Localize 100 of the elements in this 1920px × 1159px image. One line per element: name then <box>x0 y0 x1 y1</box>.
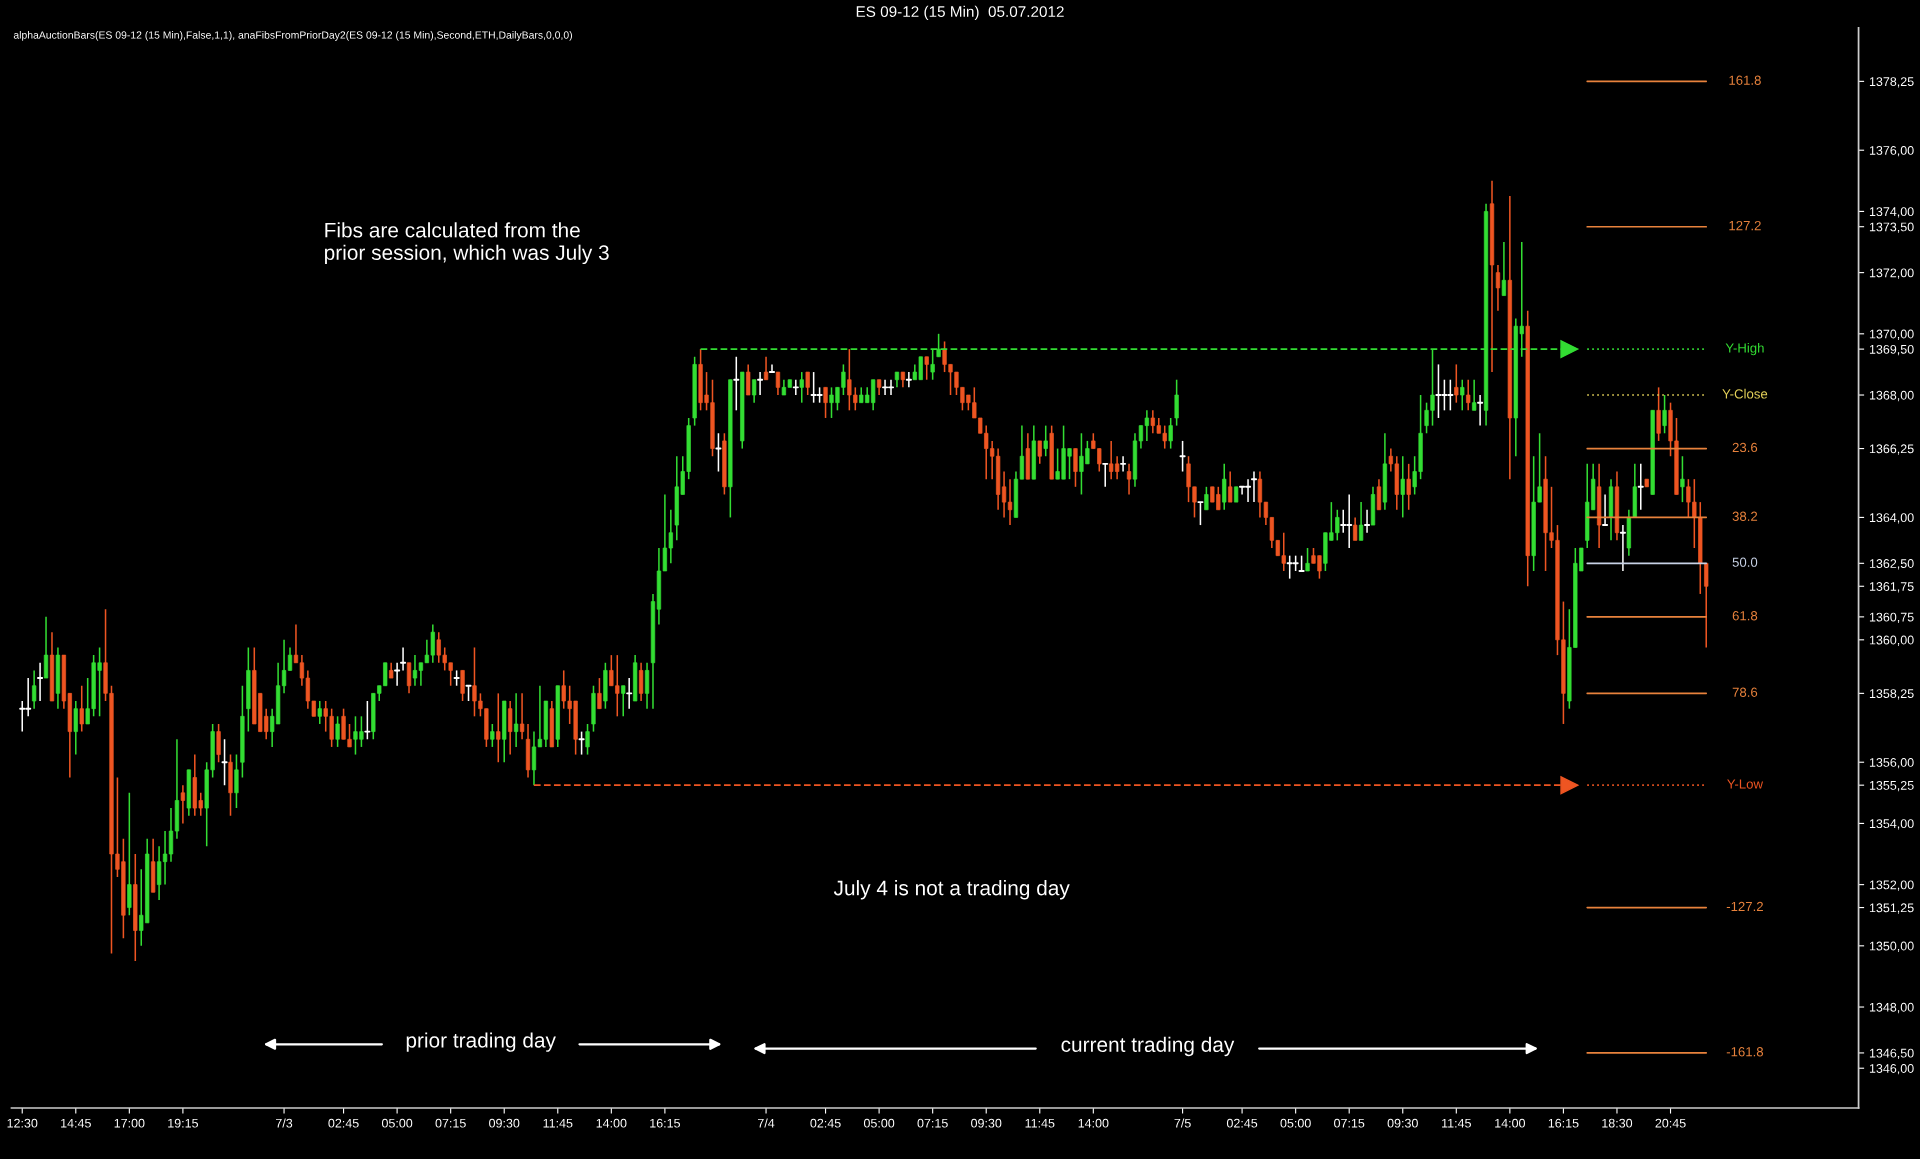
candlestick <box>823 386 828 419</box>
candlestick <box>1353 516 1358 542</box>
y-tick-label: 1378,25 <box>1869 77 1914 88</box>
candlestick <box>1043 424 1048 457</box>
series-label: Y-Low <box>1727 779 1764 789</box>
candlestick <box>775 371 781 396</box>
y-tick-label: 1368,00 <box>1869 390 1914 402</box>
x-tick-label: 02:45 <box>1226 1118 1258 1128</box>
candlestick <box>792 378 799 396</box>
text: 61.8 <box>1732 611 1758 621</box>
y-tick-label: 1346,00 <box>1869 1064 1914 1075</box>
candlestick <box>73 700 78 756</box>
y-tick-label: 1350,00 <box>1869 941 1914 952</box>
y-tick-label: 1358,25 <box>1869 689 1914 700</box>
y-tick-label: 1361,75 <box>1869 582 1914 593</box>
candlestick <box>216 723 221 763</box>
candlestick <box>746 363 751 396</box>
candlestick <box>1680 455 1685 503</box>
x-tick-label: 16:15 <box>1548 1118 1579 1128</box>
series-label: 38.2 <box>1732 511 1758 521</box>
x-tick-label: 14:45 <box>61 1118 91 1128</box>
candlestick <box>1460 378 1465 412</box>
candlestick <box>1102 462 1109 488</box>
x-tick-label: 11:45 <box>1025 1118 1055 1128</box>
series-label: 127.2 <box>1729 220 1761 231</box>
x-tick-label: 19:15 <box>168 1118 199 1128</box>
y-tick-label: 1376,00 <box>1869 146 1914 157</box>
x-tick-label: 16:15 <box>650 1118 680 1128</box>
annotation: prior trading day <box>406 1032 556 1052</box>
candlestick <box>394 662 401 687</box>
candlestick <box>1126 463 1132 496</box>
y-tick-label: 1373,50 <box>1869 222 1914 233</box>
candlestick <box>364 700 371 741</box>
candlestick <box>1204 486 1209 511</box>
candlestick <box>37 662 44 702</box>
series-label: Y-Close <box>1722 388 1768 399</box>
candlestick <box>1704 562 1709 649</box>
x-tick-label: 18:30 <box>1602 1118 1633 1128</box>
candlestick <box>805 371 810 396</box>
candlestick <box>168 807 174 863</box>
x-tick-label: 07:15 <box>1334 1118 1365 1128</box>
candlestick <box>1073 447 1078 488</box>
series-label: Y-High <box>1725 342 1764 356</box>
candlestick <box>460 669 465 702</box>
candlestick <box>513 692 519 748</box>
y-tick-label: 1372,00 <box>1869 268 1914 279</box>
x-tick-label: 07:15 <box>435 1118 466 1128</box>
text: 50.0 <box>1732 557 1758 567</box>
annotation: Fibs are calculated from the prior session, which was July 3 <box>325 222 609 265</box>
candlestick <box>1174 378 1179 427</box>
annotation: July 4 is not a trading day <box>833 880 1070 900</box>
y-tick-label: 1356,00 <box>1869 758 1914 769</box>
candlestick <box>638 662 644 702</box>
x-tick-label: 11:45 <box>543 1118 573 1128</box>
candlestick <box>1228 470 1233 503</box>
x-tick-label: 09:30 <box>489 1118 520 1128</box>
candlestick <box>757 371 764 396</box>
candlestick <box>79 684 84 733</box>
candlestick <box>335 715 340 748</box>
y-tick-label: 1364,00 <box>1869 513 1914 524</box>
candlestick <box>733 356 740 412</box>
candlestick <box>621 684 626 718</box>
candlestick <box>317 700 322 725</box>
candlestick <box>799 371 804 404</box>
candlestick <box>496 692 501 763</box>
x-tick-label: 05:00 <box>863 1118 895 1128</box>
candlestick <box>1400 455 1405 519</box>
x-tick-label: 02:45 <box>810 1118 841 1128</box>
y-tick-label: 1355,25 <box>1869 780 1914 792</box>
candlestick <box>508 700 513 756</box>
y-tick-label: 1360,75 <box>1869 612 1914 623</box>
candlestick <box>597 677 602 710</box>
candlestick <box>1406 463 1411 511</box>
x-tick-label: 07:15 <box>917 1118 948 1128</box>
text: 23.6 <box>1732 442 1758 453</box>
y-tick-label: 1354,00 <box>1869 819 1914 830</box>
candlestick <box>924 356 929 381</box>
text: 78.6 <box>1732 687 1758 697</box>
x-tick-label: 7/5 <box>1174 1118 1191 1128</box>
candlestick <box>127 792 132 916</box>
candlestick <box>180 784 186 825</box>
x-tick-label: 14:00 <box>1078 1118 1109 1128</box>
candlestick <box>1222 463 1227 511</box>
x-tick-label: 05:00 <box>1280 1118 1311 1128</box>
x-tick-label: 20:45 <box>1655 1118 1686 1128</box>
x-tick-label: 17:00 <box>114 1118 145 1128</box>
candlestick <box>905 371 912 389</box>
candlestick <box>578 730 585 756</box>
y-tick-label: 1352,00 <box>1869 880 1914 891</box>
annotation: current trading day <box>1061 1036 1235 1057</box>
y-tick-label: 1348,00 <box>1869 1002 1914 1014</box>
y-tick-label: 1351,25 <box>1869 903 1914 914</box>
candlestick <box>287 646 293 672</box>
x-tick-label: 14:00 <box>1495 1118 1526 1128</box>
x-tick-label: 09:30 <box>1387 1118 1418 1128</box>
candlestick <box>1168 417 1173 450</box>
candlestick <box>1376 478 1382 511</box>
candlestick <box>221 738 228 786</box>
series-label: 161.8 <box>1729 75 1761 85</box>
y-tick-label: 1369,50 <box>1869 344 1914 356</box>
